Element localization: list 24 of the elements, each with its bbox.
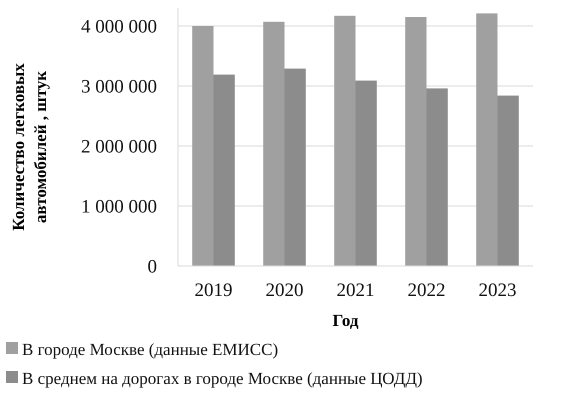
bar <box>192 26 214 266</box>
legend-label: В городе Москве (данные ЕМИСС) <box>22 340 278 359</box>
x-tick-label: 2020 <box>266 280 304 301</box>
x-tick-label: 2022 <box>408 280 446 301</box>
y-tick-label: 3 000 000 <box>81 76 157 98</box>
bar <box>426 88 448 266</box>
bar <box>284 68 306 266</box>
x-tick-label: 2023 <box>478 280 516 301</box>
bar <box>214 74 235 266</box>
x-axis-title: Год <box>332 311 359 330</box>
bar <box>334 16 356 266</box>
y-tick-label: 4 000 000 <box>81 16 157 38</box>
legend-label: В среднем на дорогах в городе Москве (данные ЦОДД) <box>22 369 423 388</box>
x-tick-label: 2021 <box>336 280 374 301</box>
bar <box>405 17 426 266</box>
bar <box>263 22 284 266</box>
x-tick-label: 2019 <box>194 280 232 301</box>
y-tick-label: 1 000 000 <box>81 196 157 218</box>
y-tick-label: 2 000 000 <box>81 136 157 158</box>
bar <box>476 13 498 266</box>
bar <box>498 96 519 266</box>
y-axis-title: Количество легковых автомобилей , штук <box>9 62 50 231</box>
bar <box>356 80 377 266</box>
y-tick-label: 0 <box>148 256 157 278</box>
